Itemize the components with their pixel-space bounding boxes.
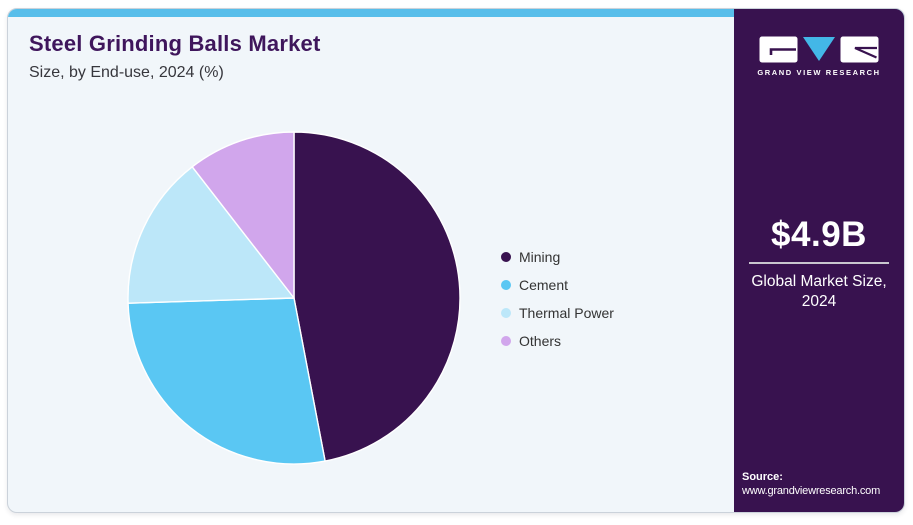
logo-v-triangle-icon [802, 37, 835, 61]
legend-label: Mining [519, 249, 561, 265]
legend-item-others: Others [501, 327, 614, 355]
stat-label: Global Market Size, 2024 [751, 273, 887, 311]
pie-chart [127, 131, 461, 465]
infographic-card: Steel Grinding Balls Market Size, by End… [7, 8, 905, 513]
pie-slice-others [191, 131, 295, 299]
legend-item-mining: Mining [501, 243, 614, 271]
logo-r-glyph [854, 46, 877, 59]
stat-value: $4.9B [771, 215, 867, 254]
legend-label: Others [519, 333, 562, 349]
pie-slice-cement [127, 297, 326, 465]
brand-name: GRAND VIEW RESEARCH [757, 68, 881, 77]
pie-chart-svg [127, 131, 461, 465]
source-label: Source: [742, 471, 783, 483]
market-size-stat: $4.9B Global Market Size, 2024 [734, 215, 904, 313]
gvr-logo-icon [759, 36, 879, 63]
legend-dot-icon [501, 280, 511, 290]
page-title: Steel Grinding Balls Market [29, 31, 321, 56]
legend-label: Thermal Power [519, 305, 614, 321]
pie-slice-mining [293, 131, 461, 462]
logo-g-glyph [769, 48, 796, 55]
source-url: www.grandviewresearch.com [742, 485, 881, 497]
source-block: Source: www.grandviewresearch.com [742, 471, 902, 497]
legend-dot-icon [501, 336, 511, 346]
legend-item-cement: Cement [501, 271, 614, 299]
legend-dot-icon [501, 252, 511, 262]
chart-legend: Mining Cement Thermal Power Others [501, 243, 614, 355]
legend-label: Cement [519, 277, 569, 293]
legend-dot-icon [501, 308, 511, 318]
chart-header: Steel Grinding Balls Market Size, by End… [29, 31, 320, 82]
pie-slice-thermal-power [127, 166, 295, 304]
brand-logo: GRAND VIEW RESEARCH [757, 36, 880, 77]
top-accent-bar [8, 9, 904, 17]
stat-divider [749, 262, 889, 265]
page-subtitle: Size, by End-use, 2024 (%) [29, 64, 224, 81]
sidebar: GRAND VIEW RESEARCH $4.9B Global Market … [734, 9, 904, 512]
legend-item-thermal-power: Thermal Power [501, 299, 614, 327]
